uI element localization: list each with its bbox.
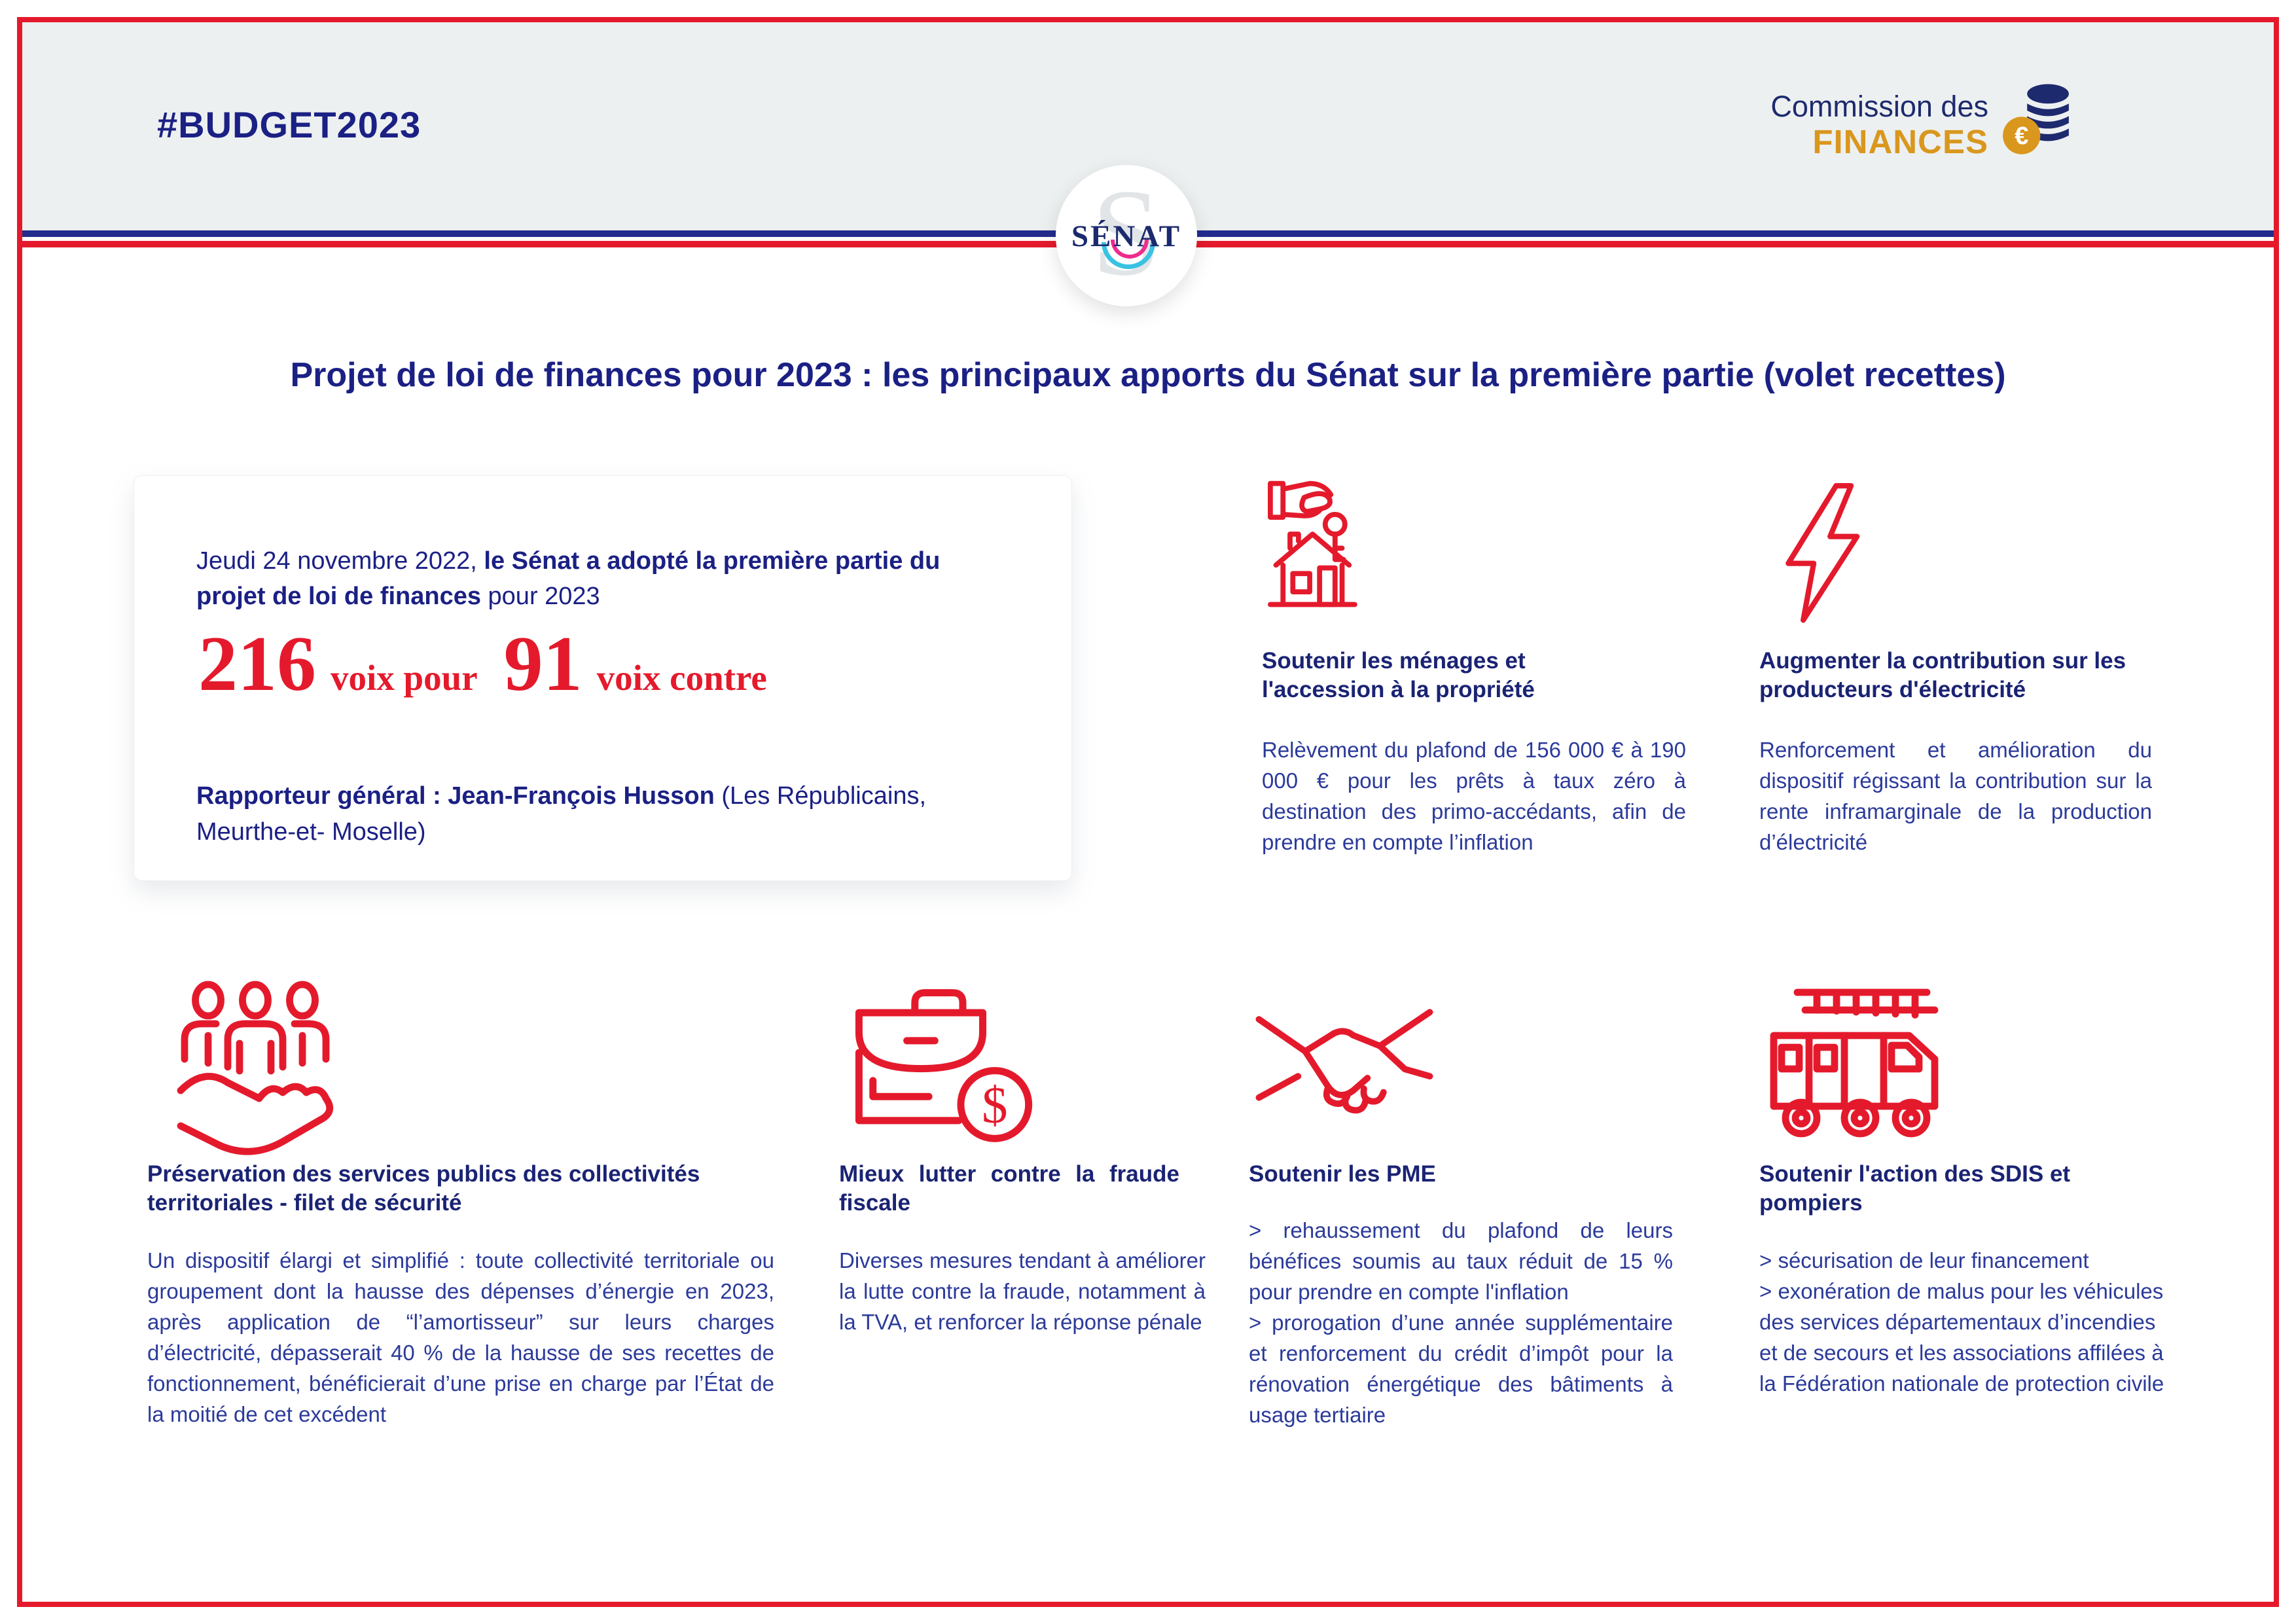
coin-stack-euro-icon: € [1998, 79, 2075, 172]
section-heading-fraude: Mieux lutter contre la fraude fiscale [839, 1161, 1179, 1216]
hand-keys-house-icon [1262, 478, 1403, 619]
intro-suffix: pour 2023 [480, 582, 600, 610]
intro-prefix: Jeudi 24 novembre 2022, [196, 547, 484, 575]
vote-intro-text: Jeudi 24 novembre 2022, le Sénat a adopt… [196, 544, 982, 615]
lightning-icon [1767, 480, 1875, 629]
senat-logo: S SÉNAT [1056, 164, 1197, 306]
commission-line2: FINANCES [1812, 123, 1988, 161]
rapporteur-bold: Rapporteur général : Jean-François Husso… [196, 782, 715, 810]
briefcase-dollar-icon: $ [843, 981, 1043, 1151]
page-title: Projet de loi de finances pour 2023 : le… [290, 356, 2006, 394]
people-supporting-hand-icon [169, 977, 365, 1161]
rapporteur-text: Rapporteur général : Jean-François Husso… [196, 778, 1031, 850]
votes-against-label: voix contre [596, 658, 767, 698]
rapporteur-rest: (Les Républicains, Meurthe-et- Moselle) [196, 782, 927, 846]
budget-hashtag: #BUDGET2023 [157, 104, 422, 145]
section-heading-electricite: Augmenter la contribution sur les produc… [1759, 648, 2126, 703]
votes-for-label: voix pour [331, 658, 478, 698]
vote-summary-card: Jeudi 24 novembre 2022, le Sénat a adopt… [134, 476, 1071, 880]
fire-truck-icon [1762, 977, 1958, 1142]
intro-bold: le Sénat a adopté la première partie du … [196, 547, 941, 610]
section-body-electricite: Renforcement et amélioration du disposit… [1759, 738, 2152, 854]
section-body-sdis: > sécurisation de leur financement > exo… [1759, 1245, 2178, 1399]
vote-counts: 216 voix pour 91 voix contre [198, 619, 767, 709]
votes-for-value: 216 [198, 620, 316, 707]
section-heading-menages: Soutenir les ménages et l'accession à la… [1262, 648, 1535, 703]
sdis-body-item-1: > sécurisation de leur financement [1759, 1248, 2089, 1272]
senat-s-watermark: S [1092, 164, 1161, 302]
senat-wordmark: SÉNAT [1071, 219, 1182, 253]
handshake-icon [1255, 987, 1433, 1130]
section-body-fraude: Diverses mesures tendant à améliorer la … [839, 1248, 1206, 1334]
svg-text:€: € [2015, 122, 2028, 150]
section-heading-pme: Soutenir les PME [1249, 1161, 1436, 1187]
section-body-collectivites: Un dispositif élargi et simplifié : tout… [147, 1248, 774, 1426]
svg-text:$: $ [982, 1077, 1008, 1134]
votes-against-value: 91 [503, 620, 583, 707]
pme-body-item-2: > prorogation d’une année supplémentaire… [1249, 1310, 1673, 1427]
commission-finances-logo: Commission des FINANCES [1604, 90, 1988, 161]
section-heading-sdis: Soutenir l'action des SDIS et pompiers [1759, 1161, 2071, 1216]
pme-body-item-1: > rehaussement du plafond de leurs bénéf… [1249, 1218, 1673, 1304]
sdis-body-item-2: > exonération de malus pour les véhicule… [1759, 1279, 2164, 1396]
commission-line1: Commission des [1770, 90, 1988, 123]
section-body-menages: Relèvement du plafond de 156 000 € à 190… [1262, 738, 1686, 854]
section-heading-collectivites: Préservation des services publics des co… [147, 1161, 700, 1216]
section-body-pme: > rehaussement du plafond de leurs bénéf… [1249, 1215, 1673, 1430]
